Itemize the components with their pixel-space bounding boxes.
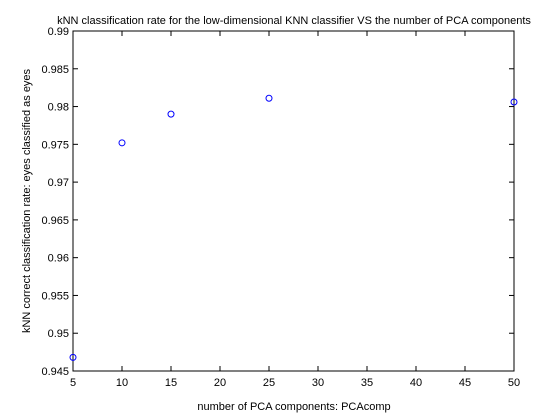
x-tick-label: 5: [70, 377, 76, 389]
y-axis-label: kNN correct classification rate: eyes cl…: [21, 68, 33, 333]
x-tick-label: 35: [361, 377, 373, 389]
chart-title: kNN classification rate for the low-dime…: [57, 15, 531, 27]
y-tick-label: 0.98: [48, 102, 69, 114]
plot-area: [72, 30, 515, 372]
data-point: [510, 98, 518, 106]
x-tick-label: 10: [116, 377, 128, 389]
data-point: [69, 353, 77, 361]
y-tick-label: 0.965: [41, 215, 69, 227]
y-tick-label: 0.985: [41, 64, 69, 76]
x-tick-label: 45: [459, 377, 471, 389]
y-tick-label: 0.95: [48, 328, 69, 340]
y-tick-label: 0.955: [41, 290, 69, 302]
data-point: [167, 110, 175, 118]
data-point: [265, 94, 273, 102]
x-axis-label: number of PCA components: PCAcomp: [197, 401, 390, 413]
y-tick-label: 0.975: [41, 139, 69, 151]
axis-ticks: 5 10 15 20 25 30 35 40 45 50 0.945 0.95 0.955 0.96 0.9…: [41, 26, 520, 389]
x-tick-label: 40: [410, 377, 422, 389]
x-tick-label: 50: [508, 377, 520, 389]
data-points: [69, 94, 518, 361]
x-tick-label: 25: [263, 377, 275, 389]
y-tick-label: 0.99: [48, 26, 69, 38]
y-tick-label: 0.945: [41, 366, 69, 378]
y-tick-label: 0.97: [48, 177, 69, 189]
x-tick-label: 30: [312, 377, 324, 389]
data-point: [118, 139, 126, 147]
x-tick-label: 15: [165, 377, 177, 389]
y-tick-label: 0.96: [48, 253, 69, 265]
x-tick-label: 20: [214, 377, 226, 389]
